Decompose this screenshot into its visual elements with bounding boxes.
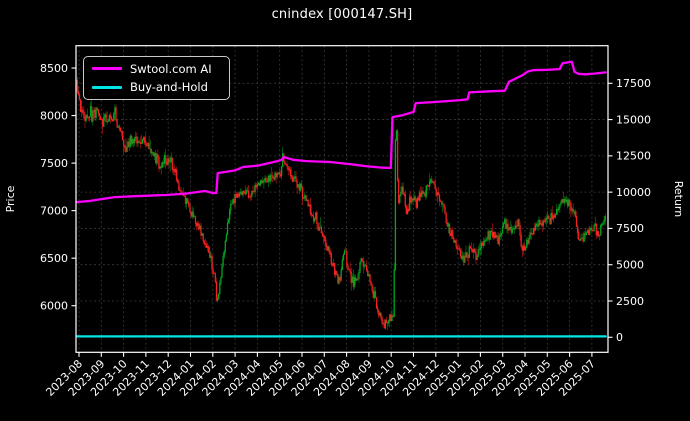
legend-label: Buy-and-Hold xyxy=(130,80,208,95)
return-tick-label: 7500 xyxy=(616,222,644,235)
return-tick-label: 5000 xyxy=(616,259,644,272)
price-tick-label: 6000 xyxy=(40,300,68,313)
return-tick-label: 0 xyxy=(616,331,623,344)
return-tick-label: 15000 xyxy=(616,113,651,126)
plot-border xyxy=(75,45,609,353)
price-tick-label: 7500 xyxy=(40,157,68,170)
ai-return-line xyxy=(76,60,607,204)
left-axis-title: Price xyxy=(4,185,17,212)
legend-item-swtool-ai: Swtool.com AI xyxy=(84,62,229,76)
return-tick-label: 10000 xyxy=(616,186,651,199)
legend-swatch-swtool-ai xyxy=(92,67,122,71)
price-tick-label: 8000 xyxy=(40,109,68,122)
left-axis: 6000 6500 7000 7500 8000 8500 xyxy=(40,62,76,313)
chart-title: cnindex [000147.SH] xyxy=(271,7,413,22)
return-tick-label: 12500 xyxy=(616,150,651,163)
return-tick-label: 2500 xyxy=(616,295,644,308)
legend: Swtool.com AI Buy-and-Hold xyxy=(83,56,230,100)
price-tick-label: 8500 xyxy=(40,62,68,75)
candlestick-series xyxy=(76,72,606,330)
right-axis-title: Return xyxy=(672,181,685,218)
legend-swatch-buy-and-hold xyxy=(92,85,122,89)
price-tick-label: 7000 xyxy=(40,204,68,217)
price-tick-label: 6500 xyxy=(40,252,68,265)
right-axis: 0 2500 5000 7500 10000 12500 15000 17500 xyxy=(608,77,651,344)
return-tick-label: 17500 xyxy=(616,77,651,90)
x-axis: 2023-082023-092023-102023-112023-122024-… xyxy=(43,352,598,399)
legend-label: Swtool.com AI xyxy=(130,61,212,76)
legend-item-buy-and-hold: Buy-and-Hold xyxy=(84,80,229,94)
